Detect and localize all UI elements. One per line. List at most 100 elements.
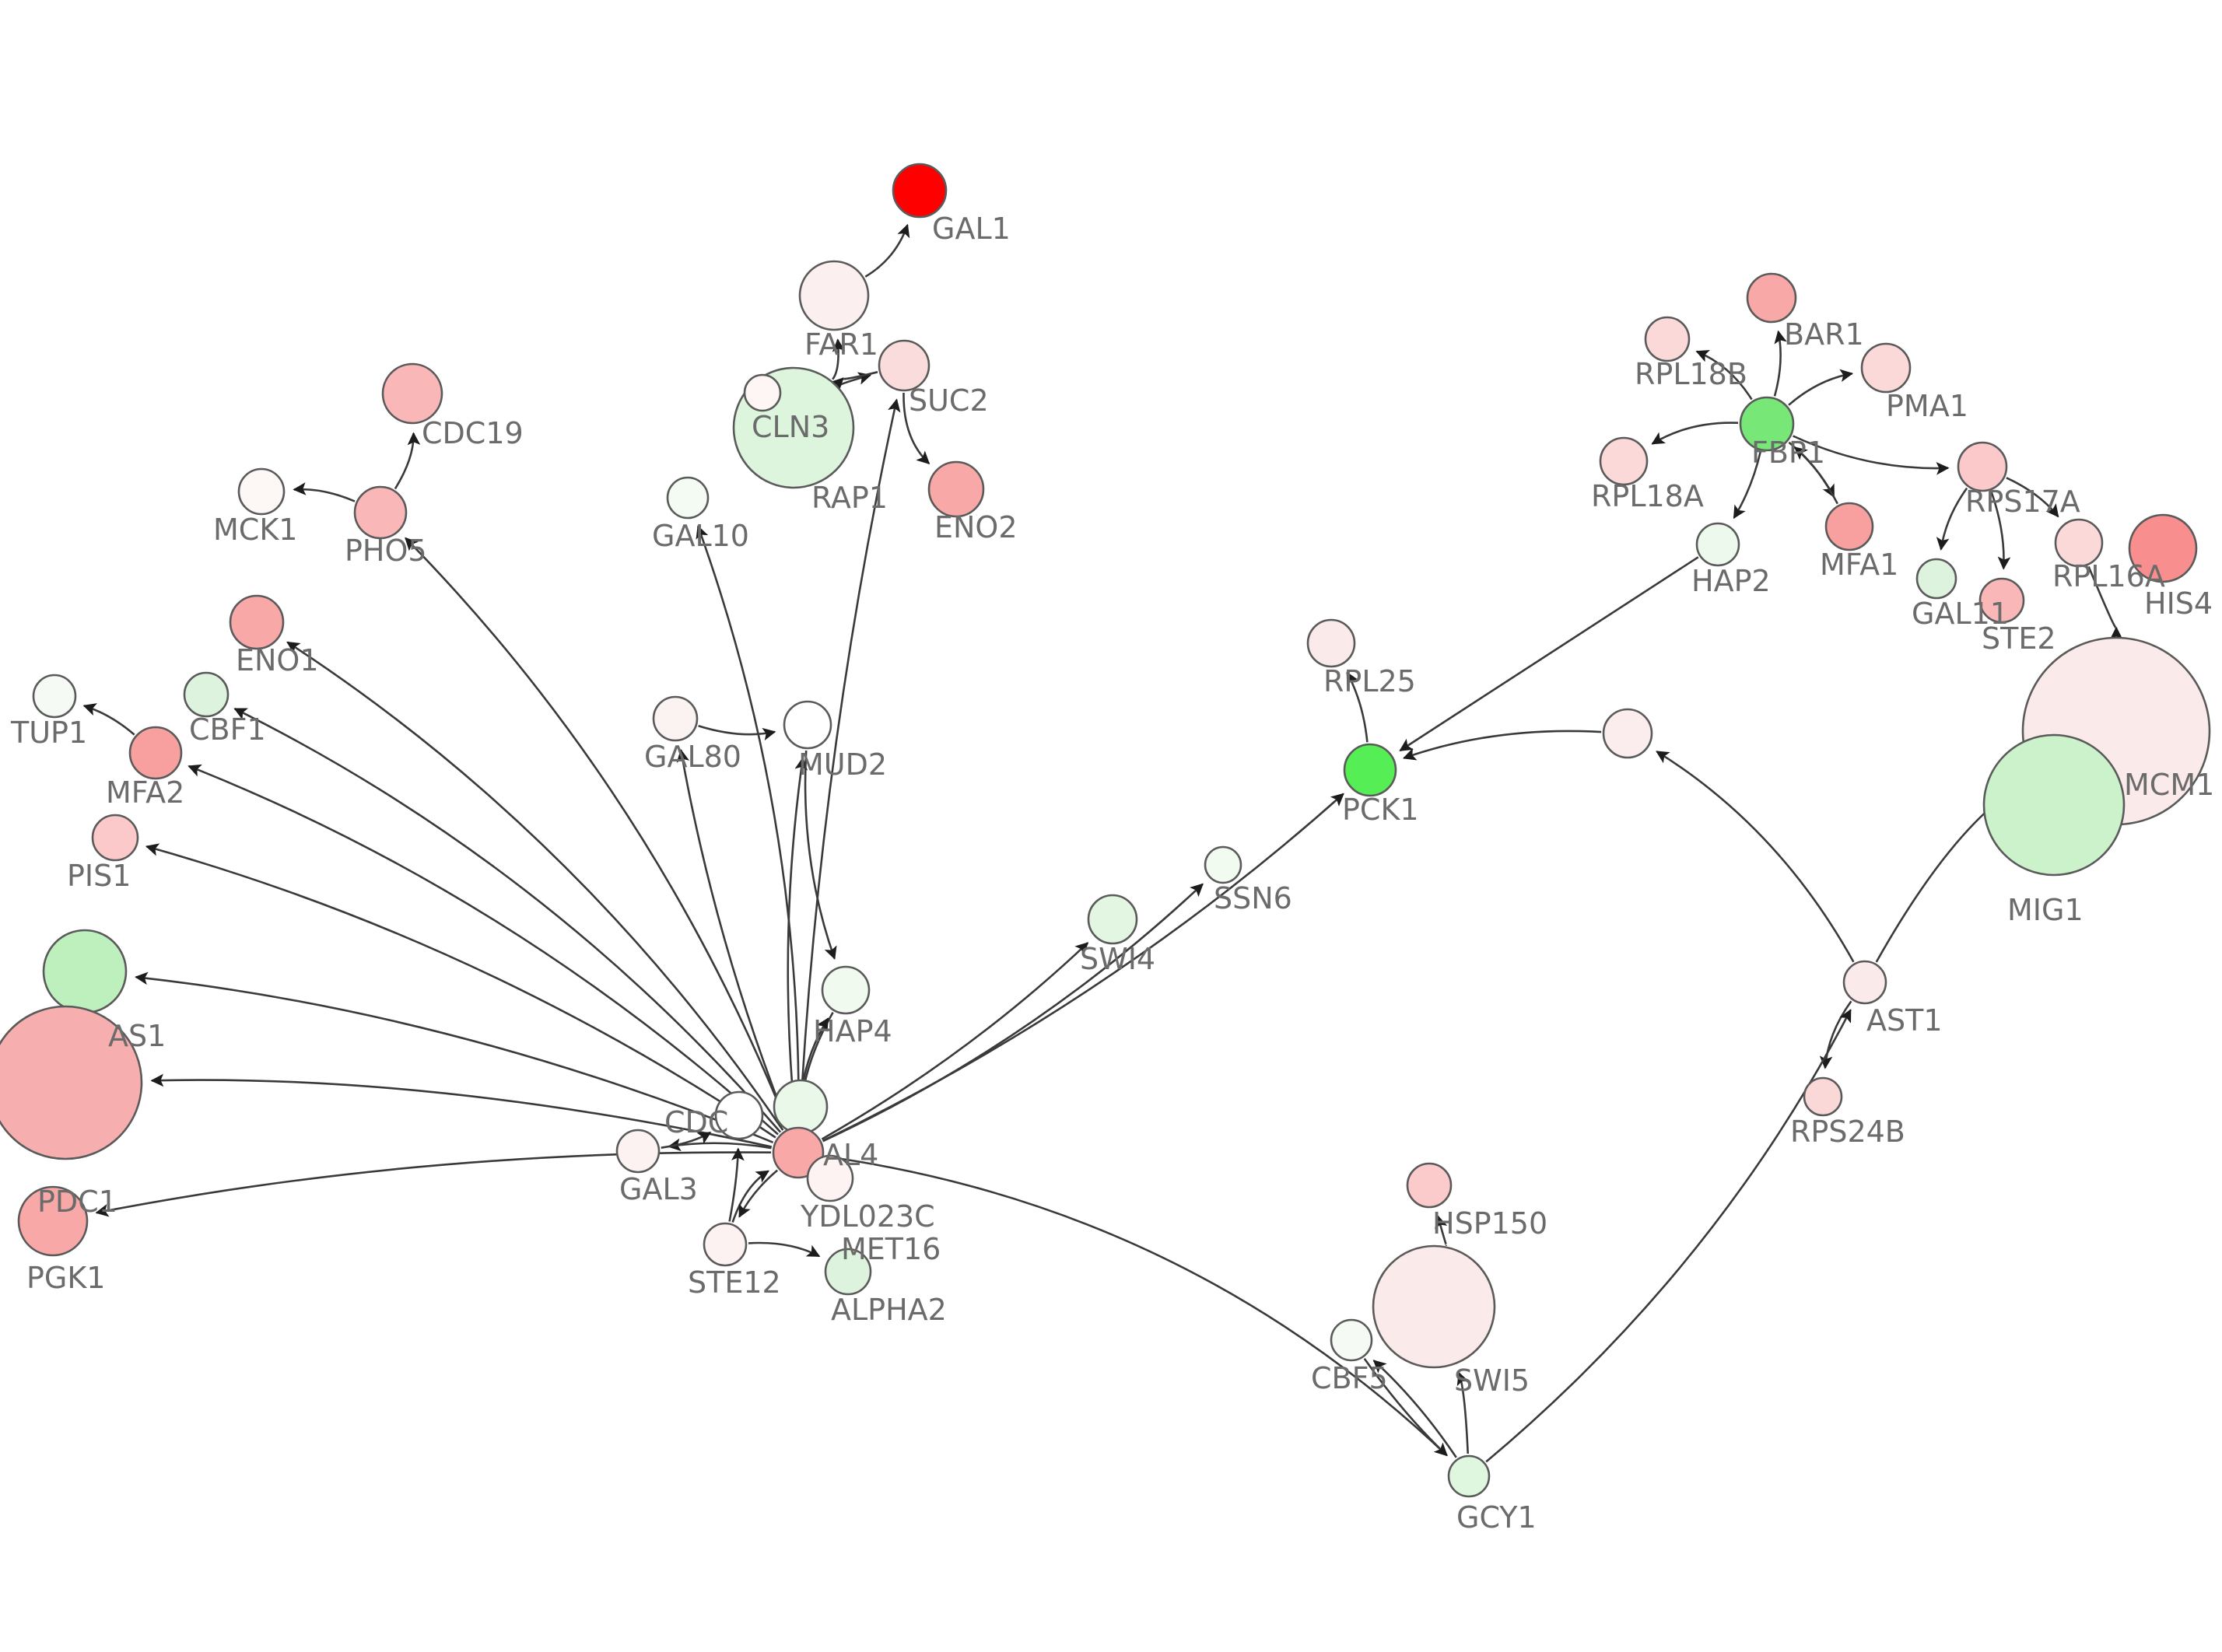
gene-label: MUD2 xyxy=(798,747,887,782)
gene-node[interactable] xyxy=(2128,513,2198,583)
gene-node[interactable] xyxy=(927,460,985,518)
gene-node[interactable] xyxy=(1599,436,1649,486)
gene-label: MET16 xyxy=(841,1232,941,1266)
gene-node[interactable] xyxy=(1978,577,2025,624)
gene-node[interactable] xyxy=(1982,733,2126,877)
network-edge xyxy=(1651,422,1739,445)
network-edge xyxy=(731,1170,769,1223)
gene-node[interactable] xyxy=(773,1079,829,1135)
gene-label: SUC2 xyxy=(909,383,989,418)
gene-label: CBF5 xyxy=(1311,1361,1388,1395)
gene-label: HSP150 xyxy=(1432,1206,1547,1241)
gene-node[interactable] xyxy=(0,1005,143,1160)
gene-node[interactable] xyxy=(1746,272,1797,324)
network-edge xyxy=(821,942,1089,1140)
gene-label: PDC1 xyxy=(37,1185,117,1219)
gene-node[interactable] xyxy=(892,163,948,219)
gene-node[interactable] xyxy=(128,726,183,780)
gene-node[interactable] xyxy=(229,594,285,650)
gene-label: GAL80 xyxy=(644,740,741,774)
network-edge xyxy=(1788,369,1854,406)
gene-node[interactable] xyxy=(703,1222,748,1267)
gene-label: SSN6 xyxy=(1214,881,1292,915)
gene-node[interactable] xyxy=(666,476,710,520)
gene-label: RPL18B xyxy=(1635,357,1747,391)
gene-node[interactable] xyxy=(42,929,128,1014)
gene-node[interactable] xyxy=(1306,618,1356,668)
gene-label: RPS17A xyxy=(1965,485,2080,519)
gene-label: GAL1 xyxy=(932,212,1011,246)
network-edge xyxy=(787,757,808,1126)
gene-node[interactable] xyxy=(91,814,139,862)
gene-node[interactable] xyxy=(1860,342,1912,394)
gene-node[interactable] xyxy=(1739,396,1795,452)
gene-label: HAP4 xyxy=(813,1014,892,1048)
gene-node[interactable] xyxy=(1842,960,1887,1005)
gene-node[interactable] xyxy=(821,965,871,1015)
gene-node[interactable] xyxy=(878,339,931,392)
gene-node[interactable] xyxy=(1957,441,2008,492)
gene-node[interactable] xyxy=(381,362,443,425)
gene-node[interactable] xyxy=(183,671,230,718)
gene-node[interactable] xyxy=(353,485,408,540)
gene-node[interactable] xyxy=(1406,1162,1453,1209)
gene-node[interactable] xyxy=(806,1154,854,1202)
gene-node[interactable] xyxy=(798,260,870,331)
gene-label: FBP1 xyxy=(1751,436,1825,470)
gene-label: CBF1 xyxy=(189,712,266,747)
gene-label: MFA2 xyxy=(106,775,184,810)
network-edge xyxy=(864,223,910,278)
gene-node[interactable] xyxy=(783,700,832,750)
gene-node[interactable] xyxy=(1343,743,1397,797)
gene-node[interactable] xyxy=(32,674,77,719)
gene-node[interactable] xyxy=(17,1185,89,1257)
network-edge xyxy=(82,703,135,736)
gene-label: PCK1 xyxy=(1342,793,1419,827)
gene-label: ALPHA2 xyxy=(831,1293,947,1327)
gene-node[interactable] xyxy=(615,1129,661,1174)
network-edge xyxy=(822,883,1204,1143)
gene-label: FAR1 xyxy=(804,327,878,362)
network-edge xyxy=(394,432,421,490)
network-edge xyxy=(1793,446,1838,505)
network-edge xyxy=(1656,751,1855,963)
gene-label: RPL18A xyxy=(1591,479,1704,513)
gene-label: RPS24B xyxy=(1790,1115,1905,1149)
network-edge xyxy=(825,1155,1448,1457)
gene-node[interactable] xyxy=(1087,894,1138,945)
network-edge xyxy=(293,482,356,502)
gene-node[interactable] xyxy=(1330,1318,1373,1362)
gene-label: RPL25 xyxy=(1323,664,1416,698)
gene-node[interactable] xyxy=(1803,1076,1843,1117)
gene-node[interactable] xyxy=(1372,1244,1496,1369)
gene-node[interactable] xyxy=(2054,518,2104,568)
network-edge xyxy=(698,724,776,741)
gene-node[interactable] xyxy=(1915,558,1957,600)
gene-label: GAL11 xyxy=(1912,597,2009,631)
gene-node[interactable] xyxy=(1824,502,1874,551)
node-layer xyxy=(0,163,2211,1498)
network-edge xyxy=(1733,451,1761,520)
gene-label: SWI5 xyxy=(1454,1363,1530,1398)
network-edge xyxy=(286,641,784,1131)
gene-node[interactable] xyxy=(714,1090,764,1140)
gene-node[interactable] xyxy=(1602,708,1653,759)
network-edge xyxy=(1819,1000,1852,1069)
gene-node[interactable] xyxy=(824,1248,872,1296)
gene-node[interactable] xyxy=(1695,522,1740,567)
gene-node[interactable] xyxy=(743,373,782,412)
gene-node[interactable] xyxy=(1204,845,1242,884)
gene-label: ENO1 xyxy=(236,643,319,677)
gene-node[interactable] xyxy=(652,695,699,742)
gene-node[interactable] xyxy=(1447,1454,1491,1498)
gene-node[interactable] xyxy=(237,467,286,516)
network-edge xyxy=(798,398,901,1126)
gene-label: STE12 xyxy=(688,1265,781,1300)
network-edge xyxy=(150,1073,773,1148)
gene-label: HIS4 xyxy=(2144,586,2213,621)
gene-label: YDL023C xyxy=(800,1199,935,1234)
network-edge xyxy=(728,1147,745,1222)
gene-node[interactable] xyxy=(1644,316,1691,362)
network-edge xyxy=(902,392,931,465)
